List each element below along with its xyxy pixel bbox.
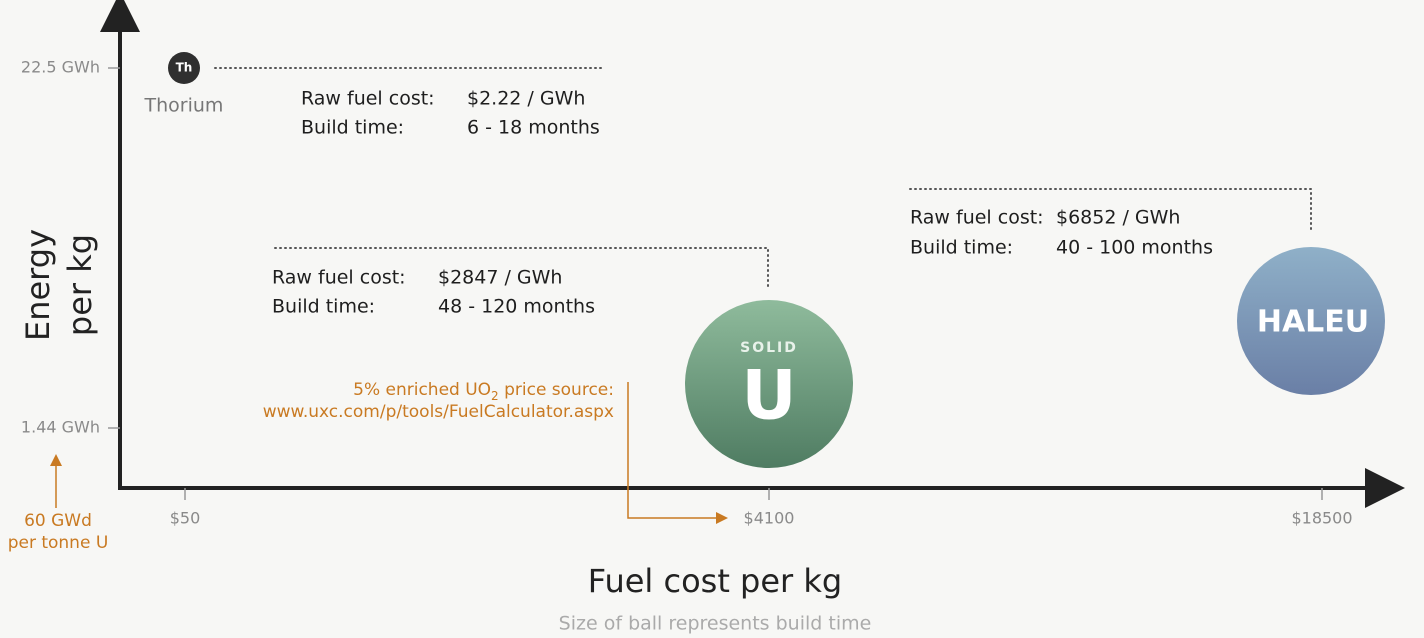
subtitle: Size of ball represents build time [559,613,872,635]
info-value: 6 - 18 months [467,117,600,139]
note-text: price source: [499,380,614,400]
fuel-ball [685,300,853,468]
info-value: 40 - 100 months [1056,237,1213,259]
info-label: Build time: [301,117,404,139]
info-value: $6852 / GWh [1056,207,1180,229]
info-label: Build time: [910,237,1013,259]
x-tick-label: $4100 [744,509,795,528]
note-subscript: 2 [491,389,499,403]
leader [274,247,769,291]
y-tick-label: 1.44 GWh [21,418,100,437]
fuel-badge: HALEU [1257,305,1369,340]
info-value: $2847 / GWh [438,267,562,289]
fuel-ball [168,52,200,84]
fuel-badge: U [741,357,796,436]
y-tick-label: 22.5 GWh [21,58,100,77]
info-label: Raw fuel cost: [272,267,406,289]
note-text: 5% enriched UO [353,380,491,400]
fuel-badge: Th [176,61,193,75]
info-label: Build time: [272,296,375,318]
fuel-ball [1237,247,1385,395]
ticks [108,67,1323,500]
note-arrow [627,382,728,524]
note: 60 GWd [24,511,92,531]
info-value: $2.22 / GWh [467,88,585,110]
fuel-name: Thorium [144,95,224,117]
info-value: 48 - 120 months [438,296,595,318]
info-label: Raw fuel cost: [910,207,1044,229]
note: www.uxc.com/p/tools/FuelCalculator.aspx [263,402,614,422]
y-axis-label: Energy [19,229,57,341]
x-axis-label: Fuel cost per kg [588,562,842,600]
info-label: Raw fuel cost: [301,88,435,110]
x-tick-label: $18500 [1291,509,1352,528]
fuel-badge: SOLID [740,340,798,356]
leader [909,188,1312,231]
note: 5% enriched UO2 price source: [353,380,614,403]
x-tick-label: $50 [170,509,201,528]
note: per tonne U [8,533,109,553]
y-axis-label: per kg [61,234,99,336]
